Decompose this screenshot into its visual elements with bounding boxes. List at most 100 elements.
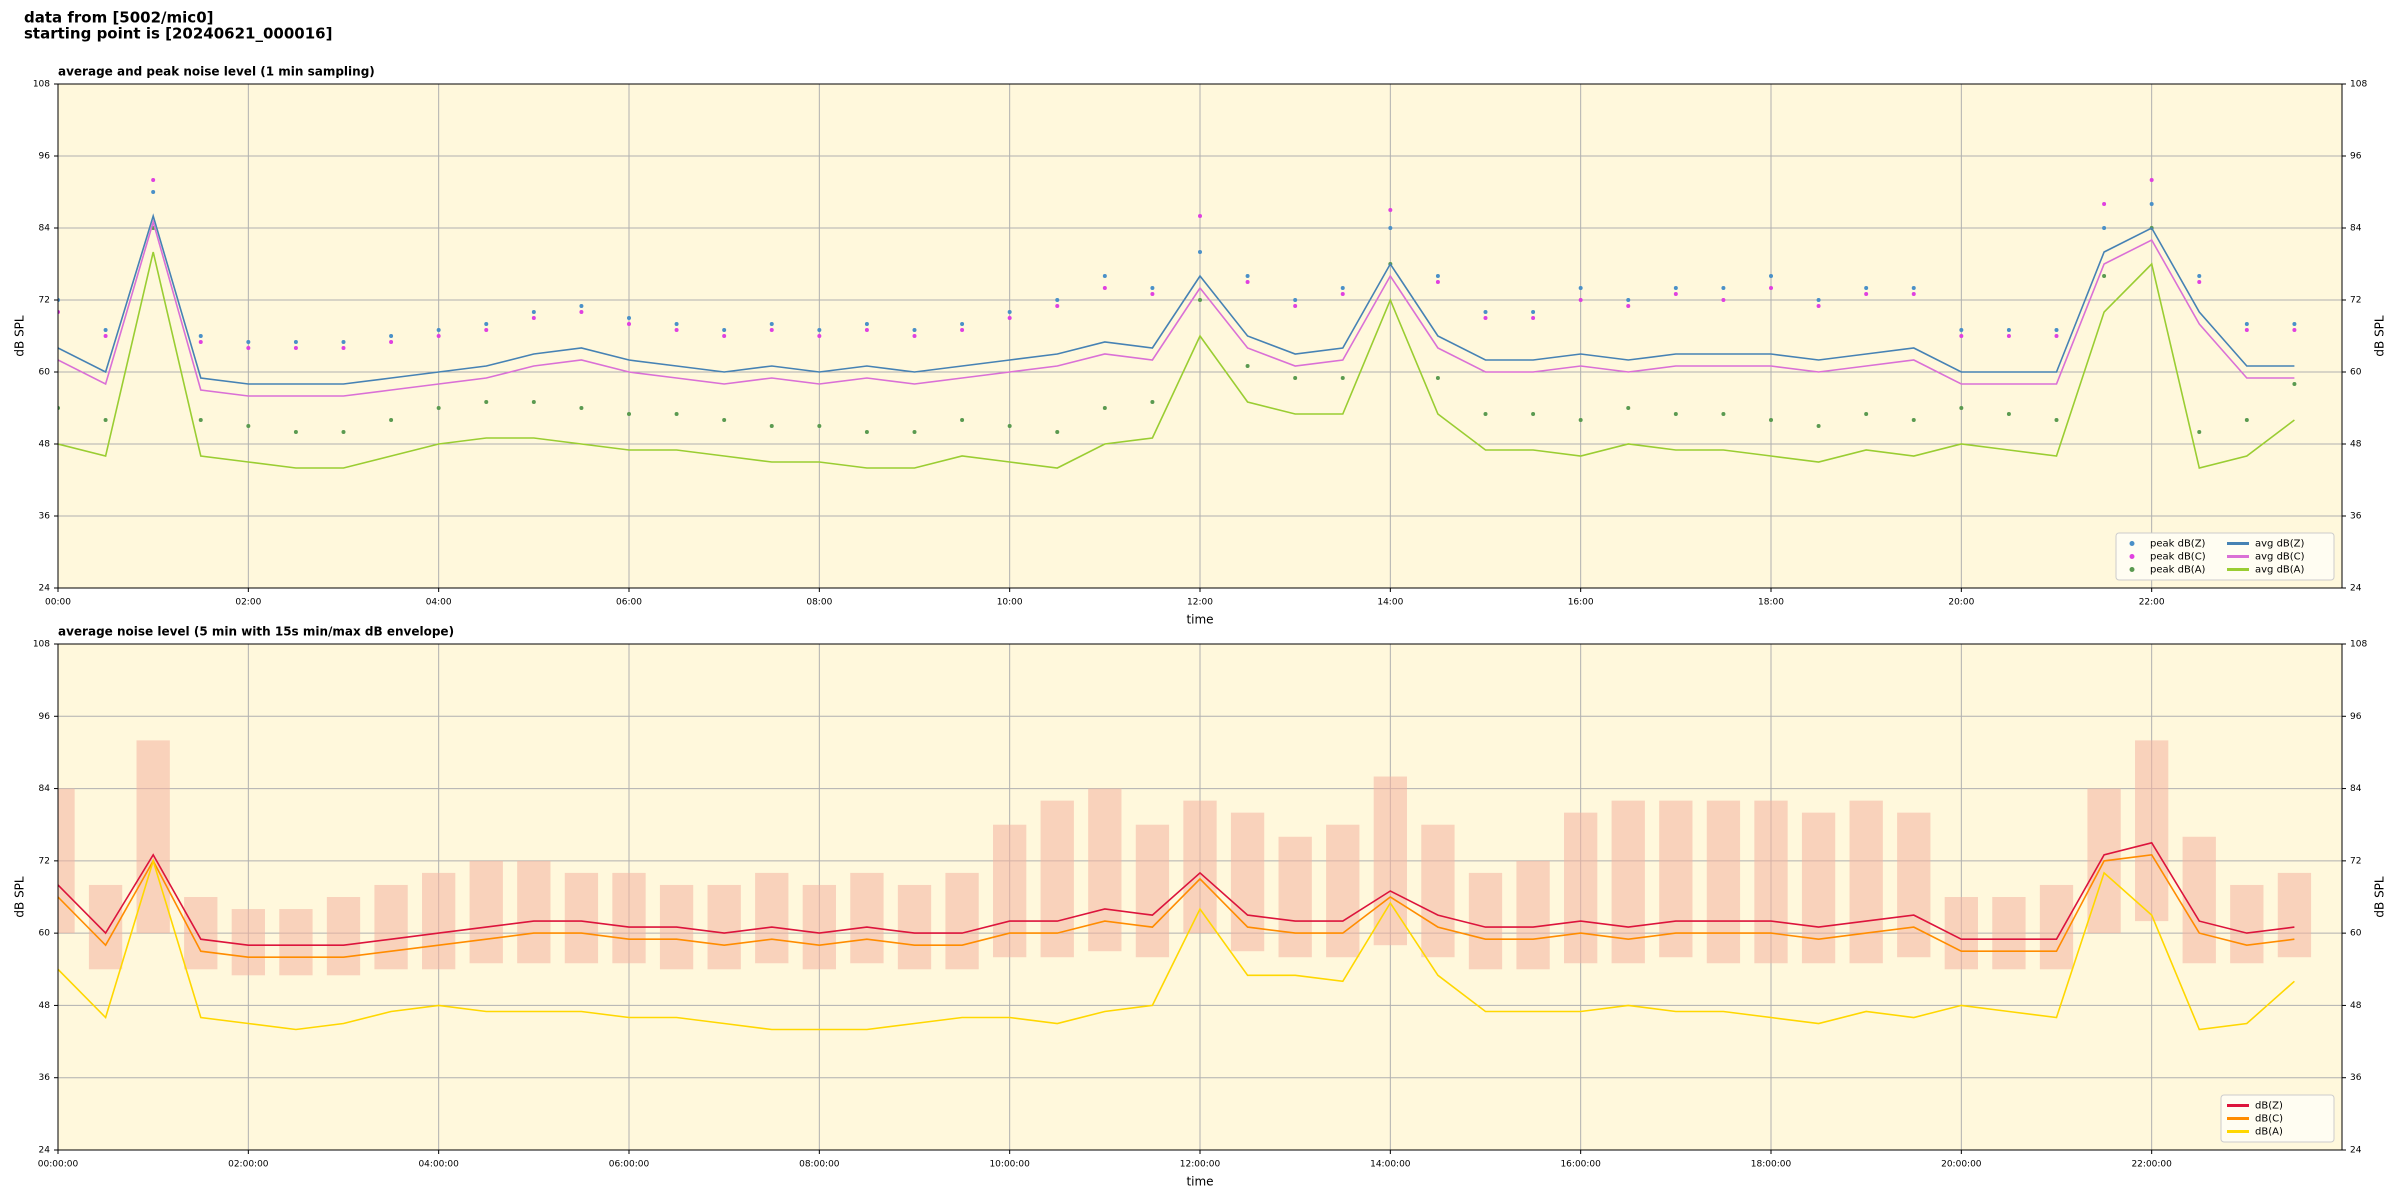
peak-point: [341, 340, 346, 344]
peak-point: [912, 334, 917, 338]
y-tick-label: 36: [2350, 512, 2362, 522]
peak-point: [1673, 286, 1678, 290]
peak-point: [2292, 328, 2297, 332]
peak-point: [2244, 322, 2249, 326]
peak-point: [1483, 310, 1488, 314]
peak-point: [1864, 412, 1869, 416]
peak-point: [2006, 412, 2011, 416]
peak-point: [246, 424, 251, 428]
envelope: [1659, 800, 1693, 958]
peak-point: [1626, 406, 1631, 410]
peak-point: [1245, 364, 1250, 368]
peak-point: [1150, 400, 1155, 404]
y-tick-label: 96: [2350, 152, 2362, 162]
peak-point: [674, 328, 679, 332]
y-tick-label: 48: [39, 440, 51, 450]
peak-point: [1626, 298, 1631, 302]
peak-point: [1911, 292, 1916, 296]
peak-point: [1102, 406, 1107, 410]
peak-point: [1483, 316, 1488, 320]
peak-point: [769, 322, 774, 326]
peak-point: [2244, 418, 2249, 422]
peak-point: [341, 430, 346, 434]
peak-point: [674, 322, 679, 326]
peak-point: [1340, 292, 1345, 296]
legend-label: peak dB(C): [2150, 552, 2206, 563]
x-tick-label: 18:00: [1758, 598, 1784, 608]
y-tick-label: 72: [2350, 296, 2361, 306]
peak-point: [2197, 280, 2202, 284]
peak-point: [531, 316, 536, 320]
y-tick-label: 72: [39, 856, 50, 866]
y-tick-label: 96: [2350, 712, 2362, 722]
peak-point: [722, 334, 727, 338]
peak-point: [1435, 280, 1440, 284]
peak-point: [1578, 298, 1583, 302]
peak-point: [2244, 328, 2249, 332]
peak-point: [484, 400, 489, 404]
plot-frame: [57, 643, 2343, 1151]
legend-label: avg dB(A): [2255, 565, 2305, 576]
envelope: [802, 884, 836, 970]
peak-point: [1340, 376, 1345, 380]
legend-label: peak dB(A): [2150, 565, 2206, 576]
peak-point: [769, 328, 774, 332]
envelope: [1373, 776, 1407, 946]
x-tick-label: 08:00: [806, 598, 832, 608]
envelope: [1754, 800, 1788, 964]
x-tick-label: 04:00: [426, 598, 452, 608]
peak-point: [817, 424, 822, 428]
peak-point: [627, 316, 631, 320]
peak-point: [1435, 274, 1440, 278]
peak-point: [1340, 286, 1345, 290]
peak-point: [674, 412, 679, 416]
legend-label: dB(C): [2255, 1114, 2283, 1125]
peak-point: [1959, 328, 1964, 332]
peak-point: [1769, 418, 1773, 422]
envelope: [2277, 872, 2312, 958]
x-axis-label: time: [1186, 1175, 1213, 1189]
peak-point: [246, 346, 251, 350]
envelope: [755, 872, 789, 964]
y-tick-label: 96: [39, 152, 51, 162]
peak-point: [198, 418, 203, 422]
x-tick-label: 20:00:00: [1941, 1160, 1982, 1170]
x-tick-label: 22:00: [2139, 598, 2165, 608]
peak-point: [1245, 280, 1250, 284]
series-line: [58, 219, 2295, 397]
peak-point: [1055, 430, 1060, 434]
envelope: [612, 872, 646, 964]
y-tick-label: 60: [2350, 929, 2362, 939]
peak-point: [1007, 316, 1012, 320]
x-tick-label: 00:00:00: [38, 1160, 79, 1170]
peak-point: [2006, 334, 2011, 338]
peak-point: [1864, 286, 1869, 290]
header-line: data from [5002/mic0]: [24, 9, 214, 27]
x-tick-label: 14:00:00: [1370, 1160, 1411, 1170]
y-axis-label: dB SPL: [13, 876, 27, 918]
legend-marker: [2129, 567, 2135, 572]
peak-point: [1102, 286, 1107, 290]
peak-point: [436, 328, 441, 332]
plot-title: average noise level (5 min with 15s min/…: [58, 625, 454, 639]
peak-point: [1673, 292, 1678, 296]
y-tick-label: 36: [2350, 1073, 2362, 1083]
peak-point: [103, 328, 108, 332]
y-tick-label: 24: [39, 584, 51, 594]
y-tick-label: 24: [39, 1146, 51, 1156]
peak-point: [1816, 298, 1821, 302]
x-tick-label: 16:00: [1568, 598, 1594, 608]
peak-point: [769, 424, 774, 428]
x-tick-label: 04:00:00: [418, 1160, 459, 1170]
peak-point: [1959, 334, 1964, 338]
peak-point: [436, 406, 441, 410]
series-line: [58, 251, 2295, 469]
peak-point: [1816, 304, 1821, 308]
peak-point: [912, 328, 917, 332]
envelope: [564, 872, 599, 964]
header-line: starting point is [20240621_000016]: [24, 25, 332, 43]
x-tick-label: 10:00: [997, 598, 1023, 608]
peak-point: [1150, 292, 1155, 296]
peak-point: [484, 322, 489, 326]
